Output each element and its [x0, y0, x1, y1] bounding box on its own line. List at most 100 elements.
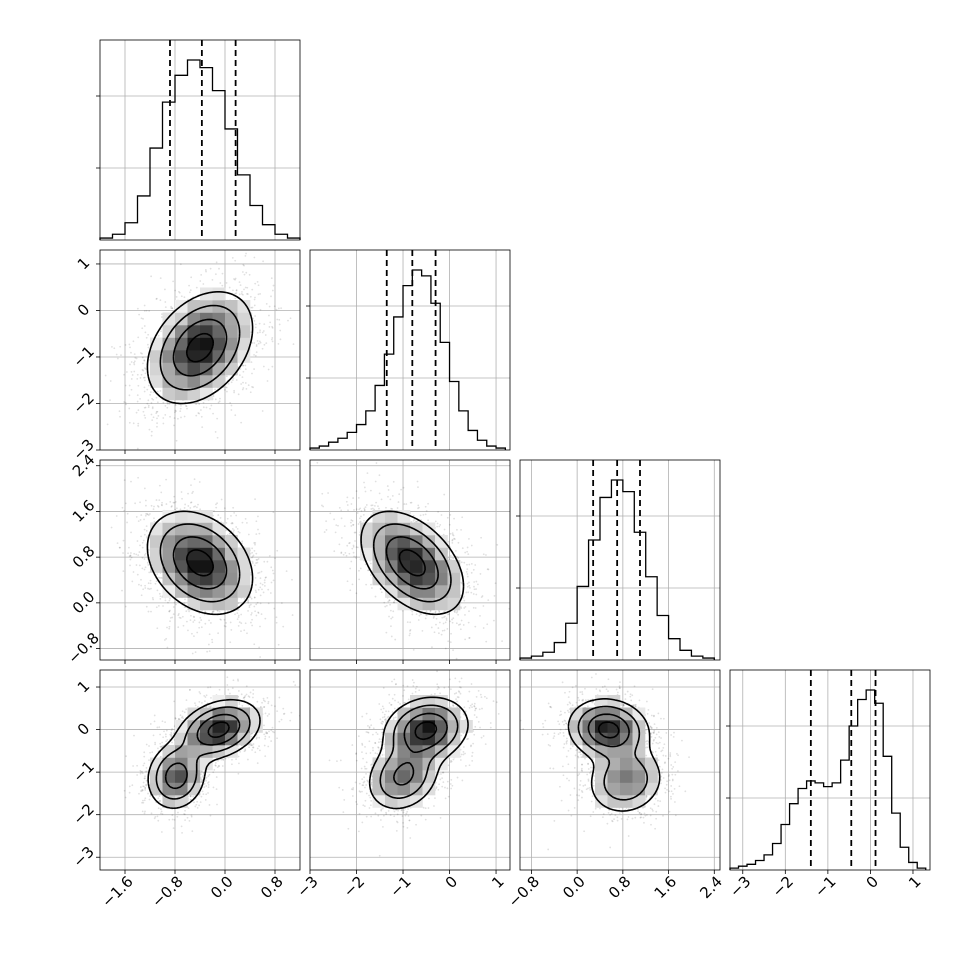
scatter-point: [161, 316, 163, 318]
scatter-point: [198, 626, 201, 629]
scatter-point: [215, 506, 218, 509]
density-cell: [237, 547, 251, 561]
scatter-point: [147, 384, 150, 387]
scatter-point: [465, 591, 468, 594]
scatter-point: [237, 616, 240, 619]
scatter-point: [236, 612, 239, 615]
density-cell: [237, 585, 251, 598]
scatter-point: [245, 271, 248, 274]
scatter-point: [172, 280, 175, 283]
scatter-point: [130, 480, 132, 483]
scatter-point: [241, 540, 244, 543]
density-cell: [187, 375, 201, 388]
scatter-point: [165, 503, 168, 505]
scatter-point: [253, 320, 256, 322]
scatter-point: [476, 583, 479, 586]
density-cell: [212, 325, 226, 338]
scatter-point: [128, 421, 131, 424]
density-cell: [162, 547, 176, 561]
scatter-point: [250, 612, 253, 614]
scatter-point: [133, 370, 136, 373]
panel-frame: [519, 459, 721, 661]
scatter-point: [321, 492, 324, 495]
scatter-point: [137, 554, 140, 556]
contour-group: [146, 290, 254, 405]
scatter-point: [265, 302, 268, 305]
scatter-point: [144, 552, 147, 555]
scatter-point: [141, 356, 144, 359]
scatter-point: [255, 343, 258, 346]
scatter-point: [259, 582, 262, 585]
scatter-point: [270, 581, 273, 584]
scatter-point: [254, 542, 257, 544]
scatter-point: [348, 541, 351, 544]
scatter-point: [179, 407, 182, 410]
scatter-point: [196, 506, 198, 509]
scatter-point: [254, 282, 257, 285]
scatter-point: [254, 498, 256, 501]
scatter-point: [143, 487, 146, 490]
scatter-point: [266, 380, 269, 382]
scatter-point: [221, 272, 224, 275]
scatter-point: [427, 502, 429, 505]
density-cell: [175, 547, 188, 561]
scatter-point: [444, 647, 447, 650]
scatter-point: [141, 546, 144, 549]
density-cell: [162, 522, 176, 536]
scatter-point: [244, 255, 247, 257]
scatter-point: [253, 643, 256, 646]
scatter-point: [144, 372, 147, 375]
scatter-point: [370, 508, 373, 510]
scatter-point: [171, 307, 174, 310]
scatter-point: [385, 604, 388, 607]
scatter-point: [466, 582, 469, 585]
scatter-point: [253, 353, 255, 356]
scatter-point: [390, 635, 393, 638]
scatter-point: [143, 406, 146, 409]
scatter-point: [239, 284, 242, 287]
scatter-point: [128, 384, 131, 387]
scatter-point: [165, 637, 168, 640]
scatter-point: [263, 560, 266, 563]
scatter-point: [275, 616, 278, 619]
scatter-point: [256, 331, 259, 334]
scatter-point: [480, 596, 483, 599]
scatter-point: [437, 627, 440, 629]
scatter-point: [245, 387, 248, 390]
scatter-point: [152, 391, 155, 394]
scatter-point: [136, 447, 139, 450]
scatter-point: [232, 289, 234, 292]
scatter-point: [157, 576, 160, 579]
scatter-point: [241, 388, 244, 391]
scatter-point: [118, 546, 121, 549]
scatter-point: [174, 289, 177, 292]
scatter-point: [272, 284, 275, 287]
scatter-point: [130, 388, 133, 391]
scatter-point: [460, 581, 463, 584]
scatter-point: [352, 545, 355, 548]
scatter-point: [144, 584, 146, 587]
scatter-point: [325, 520, 328, 523]
density-cell: [187, 362, 201, 376]
scatter-point: [153, 517, 155, 520]
scatter-point: [146, 561, 149, 564]
scatter-point: [270, 338, 273, 341]
scatter-point: [345, 500, 348, 503]
scatter-point: [450, 632, 452, 635]
scatter-point: [149, 393, 152, 396]
scatter-point: [249, 573, 252, 576]
scatter-point: [170, 505, 173, 508]
scatter-point: [180, 295, 183, 298]
contour-level-1: [159, 304, 241, 391]
scatter-point: [169, 616, 172, 619]
scatter-point: [144, 499, 147, 502]
scatter-point: [430, 626, 433, 629]
density-cell: [200, 375, 213, 388]
scatter-point: [280, 307, 283, 310]
scatter-point: [230, 522, 233, 525]
scatter-point: [152, 416, 155, 419]
scatter-point: [271, 289, 274, 292]
scatter-point: [470, 571, 473, 574]
scatter-point: [115, 353, 118, 356]
scatter-point: [253, 549, 256, 552]
